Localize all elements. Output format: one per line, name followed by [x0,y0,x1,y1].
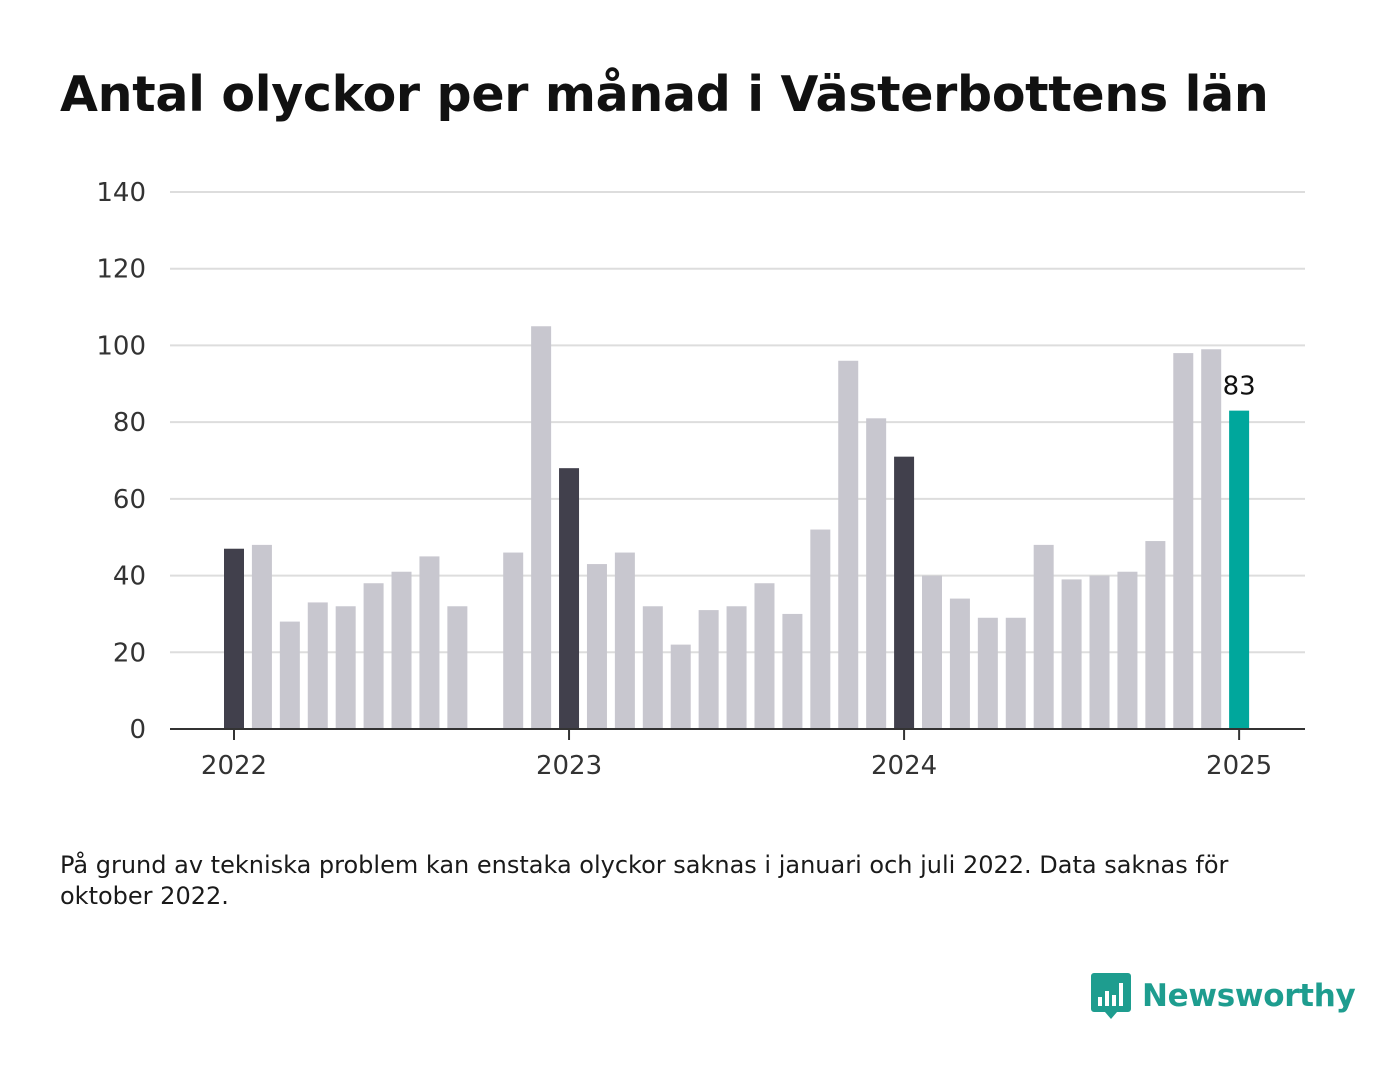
bar-2023-07 [726,606,747,729]
bar-2024-02 [922,575,942,729]
bar-2022-12 [531,326,552,729]
chart-area: 0 20 40 60 80 100 120 140 2022 2023 2024 2025 83 [96,178,1305,781]
bar-2024-05 [1005,617,1026,729]
bar-2023-01 [559,468,580,729]
y-tick-label: 20 [113,638,146,668]
brand-name: Newsworthy [1142,978,1356,1014]
bar-2022-08 [419,556,440,729]
bar-2024-09 [1117,571,1138,729]
bar-2024-08 [1089,575,1110,729]
bar-2023-05 [670,644,691,729]
y-tick-label: 120 [96,255,146,285]
bar-2023-03 [614,552,635,729]
bar-2022-06 [363,583,384,729]
bar-2024-03 [949,598,970,729]
x-tick-label: 2023 [536,751,602,781]
bar-2024-01 [894,456,915,729]
bar-2023-06 [698,610,719,729]
bar-2023-12 [866,418,887,729]
y-tick-label: 0 [129,715,146,745]
y-tick-label: 100 [96,331,146,361]
data-label: 83 [1223,372,1256,402]
bar-2024-04 [977,617,998,729]
bar-2023-04 [642,606,663,729]
chart-title: Antal olyckor per månad i Västerbottens … [60,66,1269,123]
y-tick-label: 140 [96,178,146,208]
bar-2022-01 [224,548,244,729]
bar-2023-10 [810,529,831,729]
bar-2024-11 [1173,353,1194,729]
bar-2022-04 [307,602,328,729]
bar-chart: 0 20 40 60 80 100 120 140 2022 2023 2024 2025 83 [96,178,1305,781]
bar-2024-06 [1033,544,1054,729]
y-tick-label: 60 [113,485,146,515]
y-tick-label: 80 [113,408,146,438]
newsworthy-logo-icon [1091,973,1131,1019]
bar-2024-12 [1201,349,1222,729]
bar-2022-02 [251,544,272,729]
bar-2023-08 [754,583,775,729]
footnote: På grund av tekniska problem kan enstaka… [60,851,1229,910]
bar-2024-10 [1145,541,1166,729]
bar-2022-09 [447,606,468,729]
brand-logo[interactable]: Newsworthy [1090,970,1356,1022]
x-tick-label: 2024 [871,751,937,781]
bar-2022-03 [279,621,300,729]
bar-2023-02 [586,564,607,729]
bar-2022-05 [335,606,356,729]
bar-2025-01 [1229,410,1250,729]
bar-2024-07 [1061,579,1082,729]
bar-2022-07 [391,571,412,729]
bar-2022-11 [503,552,524,729]
x-tick-label: 2025 [1206,751,1272,781]
bar-2023-09 [782,613,803,729]
x-tick-label: 2022 [201,751,267,781]
bar-2023-11 [838,360,859,729]
y-tick-label: 40 [113,562,146,592]
